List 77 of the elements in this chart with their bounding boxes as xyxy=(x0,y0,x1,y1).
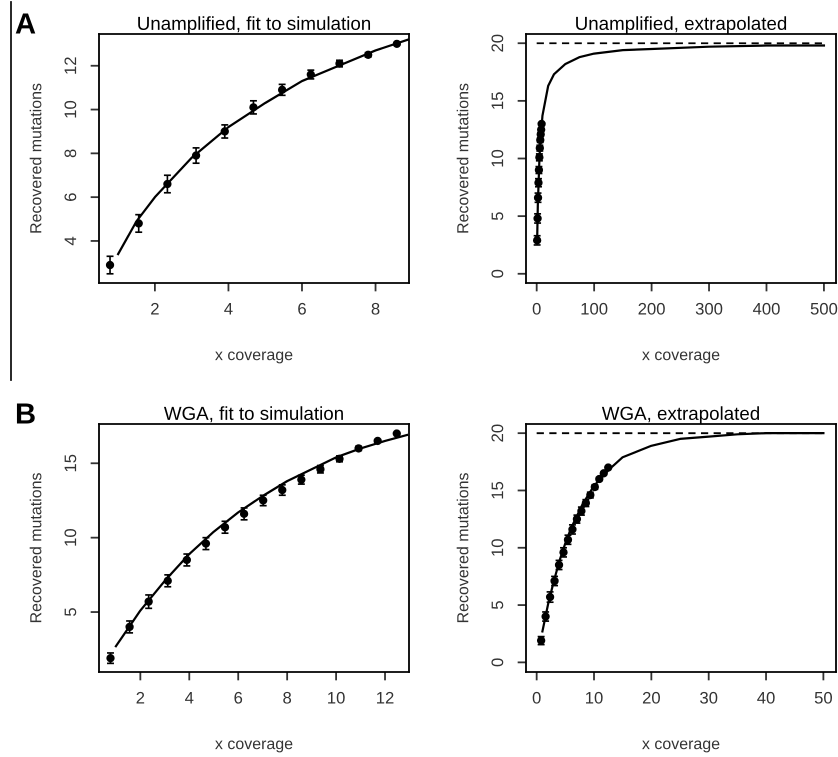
x-tick-label: 30 xyxy=(700,692,718,704)
point xyxy=(240,510,248,518)
x-tick-label: 10 xyxy=(328,692,345,704)
y-tick-label: 10 xyxy=(64,529,76,546)
x-tick-label: 400 xyxy=(752,302,780,315)
x-tick-label: 300 xyxy=(696,302,722,315)
y-tick-label: 10 xyxy=(64,100,76,118)
chart-title: WGA, fit to simulation xyxy=(164,406,343,422)
y-tick-label: 10 xyxy=(491,539,504,556)
chart-title: Unamplified, fit to simulation xyxy=(138,16,370,34)
point xyxy=(134,219,143,228)
point xyxy=(192,151,200,160)
x-axis-title: x coverage xyxy=(215,352,292,364)
x-tick-label: 40 xyxy=(757,692,775,704)
point xyxy=(182,556,192,564)
x-tick-label: 200 xyxy=(638,302,665,315)
x-tick-label: 4 xyxy=(224,303,233,315)
point xyxy=(374,436,382,446)
point xyxy=(392,429,401,438)
y-tick-label: 6 xyxy=(64,193,76,201)
point xyxy=(600,469,608,478)
y-tick-label: 15 xyxy=(492,92,504,109)
y-tick-label: 8 xyxy=(64,149,76,158)
y-axis-title: Recovered mutations xyxy=(30,473,42,622)
point xyxy=(163,180,172,188)
point xyxy=(106,654,115,662)
point xyxy=(144,597,153,606)
x-tick-label: 500 xyxy=(810,302,838,315)
x-tick-label: 2 xyxy=(136,692,144,704)
y-tick-label: 5 xyxy=(492,601,504,610)
x-tick-label: 8 xyxy=(283,692,292,704)
point xyxy=(202,539,210,548)
y-tick-label: 5 xyxy=(64,608,76,616)
point xyxy=(106,260,114,270)
y-tick-label: 20 xyxy=(491,34,504,52)
x-tick-label: 2 xyxy=(151,302,159,315)
y-tick-label: 0 xyxy=(491,658,504,666)
y-tick-label: 4 xyxy=(64,236,76,246)
x-axis-title: x coverage xyxy=(215,740,292,752)
x-tick-label: 0 xyxy=(532,302,541,315)
y-tick-label: 12 xyxy=(64,57,76,74)
point xyxy=(220,127,229,136)
point xyxy=(392,40,402,48)
point xyxy=(164,576,172,585)
chart-title: WGA, extrapolated xyxy=(602,406,759,424)
x-tick-label: 6 xyxy=(298,302,306,315)
x-tick-label: 4 xyxy=(185,692,194,704)
y-tick-label: 5 xyxy=(492,212,504,220)
point xyxy=(278,486,286,494)
x-axis-title: x coverage xyxy=(642,352,720,364)
x-tick-label: 20 xyxy=(642,692,660,704)
point xyxy=(125,622,134,632)
text: A xyxy=(16,13,36,34)
point xyxy=(546,592,554,602)
point xyxy=(259,496,268,505)
x-tick-label: 0 xyxy=(532,692,541,704)
y-axis-title: Recovered mutations xyxy=(456,84,468,233)
y-tick-label: 15 xyxy=(64,454,76,472)
x-tick-label: 50 xyxy=(814,692,832,704)
y-tick-label: 15 xyxy=(492,482,504,498)
chart-title: Unamplified, extrapolated xyxy=(576,16,786,34)
point xyxy=(604,463,612,472)
y-tick-label: 20 xyxy=(491,424,504,442)
x-tick-label: 10 xyxy=(586,692,603,704)
text: B xyxy=(16,403,35,424)
point xyxy=(249,103,258,112)
x-tick-label: 12 xyxy=(377,692,394,704)
x-tick-label: 100 xyxy=(582,302,608,315)
y-axis-title: Recovered mutations xyxy=(30,84,42,233)
y-tick-label: 10 xyxy=(491,150,504,166)
x-tick-label: 6 xyxy=(234,692,242,704)
x-tick-label: 8 xyxy=(372,302,380,315)
point xyxy=(278,86,286,94)
y-axis-title: Recovered mutations xyxy=(456,473,468,622)
x-axis-title: x coverage xyxy=(642,740,720,752)
point xyxy=(220,523,230,532)
y-tick-label: 0 xyxy=(491,270,504,278)
